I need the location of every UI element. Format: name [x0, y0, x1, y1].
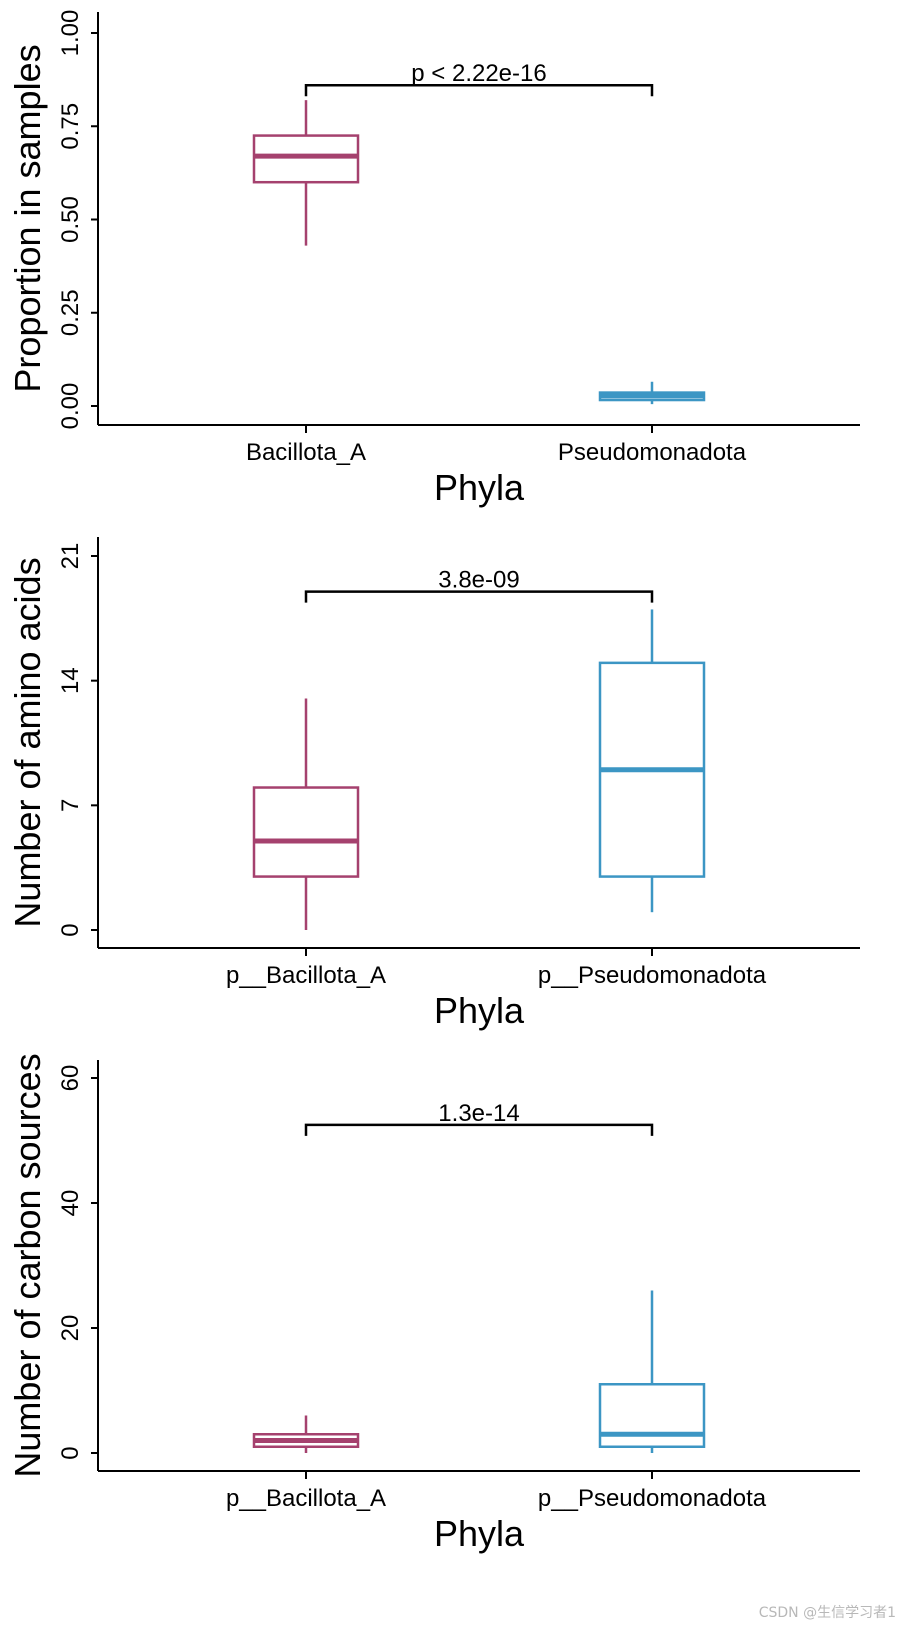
panel-1: 0.00 0.25 0.50 0.75 1.00 Bacillota_A Pseudomon… — [7, 10, 860, 508]
x-tick-label: p__Bacillota_A — [226, 962, 386, 989]
x-axis-title: Phyla — [434, 1513, 525, 1554]
y-tick-label: 0.00 — [57, 383, 84, 430]
x-tick-label: p__Bacillota_A — [226, 1485, 386, 1512]
comparison-bracket — [304, 590, 654, 603]
y-axis-title: Number of amino acids — [7, 557, 48, 927]
y-tick-label: 0.25 — [57, 289, 84, 336]
y-tick-label: 14 — [57, 667, 84, 694]
boxplot-2 — [598, 381, 706, 405]
box — [252, 134, 360, 184]
y-tick-label: 1.00 — [57, 10, 84, 57]
p-value-label: 3.8e-09 — [438, 567, 519, 594]
y-tick-label: 0 — [57, 1446, 84, 1459]
y-tick-label: 7 — [57, 799, 84, 812]
p-value-label: p < 2.22e-16 — [411, 60, 546, 87]
box — [598, 1383, 706, 1448]
comparison-bracket — [304, 1123, 654, 1136]
box — [252, 786, 360, 878]
panel-3: 0 20 40 60 p__Bacillota_A p__Pseudomonadota Ph… — [7, 1053, 860, 1554]
y-tick-label: 0.50 — [57, 196, 84, 243]
comparison-bracket — [304, 83, 654, 97]
panel-2: 0 7 14 21 p__Bacillota_A p__Pseudomonadota Phy… — [7, 537, 860, 1031]
y-tick-label: 40 — [57, 1190, 84, 1217]
y-axis-title: Number of carbon sources — [7, 1053, 48, 1477]
y-tick-label: 20 — [57, 1315, 84, 1342]
x-tick-label: Bacillota_A — [246, 439, 366, 466]
y-tick-label: 60 — [57, 1065, 84, 1092]
x-axis-title: Phyla — [434, 990, 525, 1031]
x-tick-label: Pseudomonadota — [558, 439, 747, 466]
y-tick-label: 0.75 — [57, 103, 84, 150]
x-tick-label: p__Pseudomonadota — [538, 1485, 767, 1512]
y-axis-title: Proportion in samples — [7, 44, 48, 392]
x-tick-label: p__Pseudomonadota — [538, 962, 767, 989]
watermark-text: CSDN @生信学习者1 — [758, 1605, 896, 1621]
boxplot-1 — [252, 100, 360, 246]
p-value-label: 1.3e-14 — [438, 1100, 519, 1127]
y-tick-label: 21 — [57, 543, 84, 570]
x-axis-title: Phyla — [434, 467, 525, 508]
boxplot-2 — [598, 609, 706, 913]
boxplot-1 — [252, 1415, 360, 1453]
boxplot-2 — [598, 1290, 706, 1453]
boxplot-1 — [252, 698, 360, 930]
y-tick-label: 0 — [57, 923, 84, 936]
